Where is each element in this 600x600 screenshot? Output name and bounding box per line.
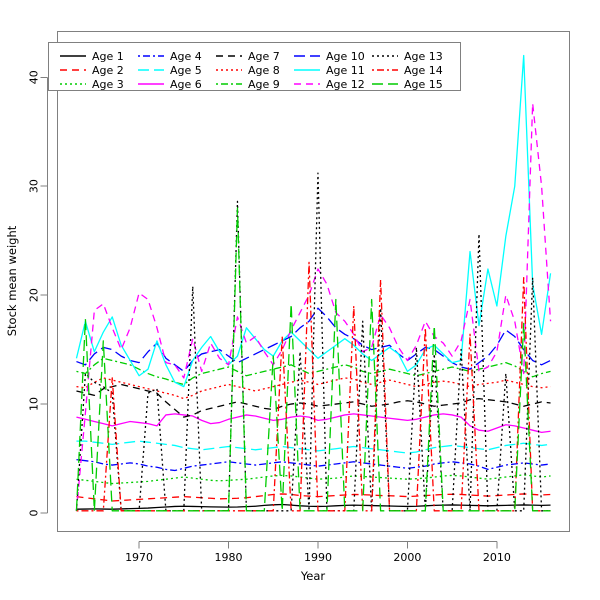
y-tick-label: 40 — [28, 70, 41, 84]
series-line-age-14 — [76, 261, 551, 512]
y-axis-title: Stock mean weight — [5, 225, 19, 336]
series-line-age-6 — [76, 413, 551, 434]
legend-label-age-6: Age 6 — [170, 78, 202, 91]
y-tick-label: 10 — [28, 397, 41, 411]
x-tick-label: 1980 — [215, 551, 243, 564]
series-line-age-12 — [75, 102, 552, 511]
plot-frame — [57, 31, 570, 532]
legend-label-age-10: Age 10 — [326, 50, 365, 63]
legend-label-age-11: Age 11 — [326, 64, 365, 77]
x-tick-label: 1990 — [304, 551, 332, 564]
legend-label-age-2: Age 2 — [92, 64, 124, 77]
series-line-age-7 — [76, 383, 551, 418]
legend-label-age-4: Age 4 — [170, 50, 202, 63]
x-tick-label: 2000 — [393, 551, 421, 564]
legend-label-age-9: Age 9 — [248, 78, 280, 91]
series-line-age-2 — [76, 493, 551, 502]
x-axis: 1970 1980 1990 2000 2010 — [125, 541, 511, 564]
x-axis-title: Year — [300, 569, 326, 583]
x-tick-label: 1970 — [125, 551, 153, 564]
series-line-age-4 — [76, 458, 551, 472]
legend-label-age-1: Age 1 — [92, 50, 124, 63]
y-axis: 0 10 20 30 40 — [28, 70, 48, 516]
legend-box — [48, 42, 461, 91]
data-series-group — [75, 54, 552, 512]
series-line-age-1 — [76, 503, 551, 510]
y-tick-label: 30 — [28, 179, 41, 193]
x-tick-label: 2010 — [483, 551, 511, 564]
legend-label-age-3: Age 3 — [92, 78, 124, 91]
legend-label-age-14: Age 14 — [404, 64, 443, 77]
legend-label-age-15: Age 15 — [404, 78, 443, 91]
legend-label-age-7: Age 7 — [248, 50, 280, 63]
series-line-age-15 — [75, 207, 551, 512]
legend-label-age-13: Age 13 — [404, 50, 443, 63]
legend-label-age-12: Age 12 — [326, 78, 365, 91]
legend-label-age-5: Age 5 — [170, 64, 202, 77]
y-tick-label: 20 — [28, 288, 41, 302]
legend-label-age-8: Age 8 — [248, 64, 280, 77]
y-tick-label: 0 — [28, 509, 41, 516]
